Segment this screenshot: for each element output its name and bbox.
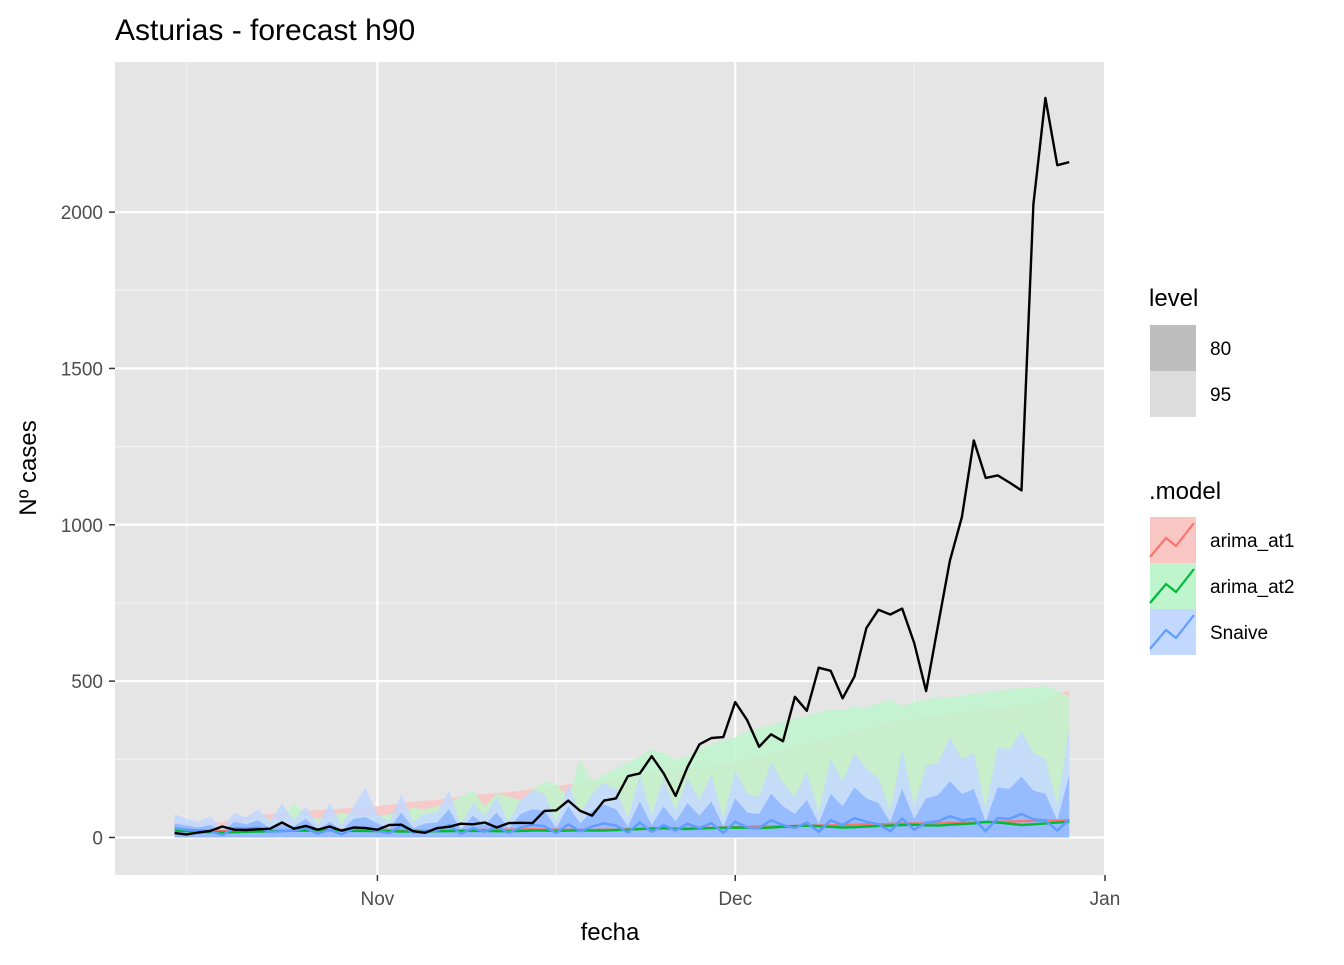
legend-level-title: level <box>1149 285 1198 312</box>
legend-model-label: arima_at1 <box>1210 531 1295 552</box>
series-lines <box>174 96 1071 837</box>
y-axis-label: Nº cases <box>15 420 42 515</box>
legend-level-label: 95 <box>1210 385 1231 406</box>
legend-level-key <box>1150 371 1196 417</box>
legend-model-line <box>1149 568 1195 604</box>
series-line-actual <box>174 96 1070 836</box>
legend-model-label: arima_at2 <box>1210 577 1295 598</box>
legend-level-key <box>1150 325 1196 371</box>
y-tick-label: 2000 <box>61 203 103 224</box>
y-tick-label: 1000 <box>61 516 103 537</box>
x-tick-label: Nov <box>361 889 395 910</box>
legend-model-line <box>1149 522 1195 558</box>
x-tick-label: Jan <box>1090 889 1121 910</box>
legend-model-title: .model <box>1149 478 1221 505</box>
legend-model-key <box>1150 517 1196 563</box>
x-tick-label: Dec <box>718 889 752 910</box>
band-80-snaive <box>174 774 1070 838</box>
legend-model-label: Snaive <box>1210 623 1268 644</box>
series-line-snaive <box>174 812 1071 837</box>
y-tick-label: 500 <box>71 672 103 693</box>
forecast-bands <box>174 685 1070 838</box>
y-axis: 0 500 1000 1500 2000 <box>61 203 115 849</box>
x-axis-label: fecha <box>581 919 640 946</box>
y-tick-label: 1500 <box>61 359 103 380</box>
legend-model-key <box>1150 609 1196 655</box>
legend-model-line <box>1149 614 1195 650</box>
chart-title: Asturias - forecast h90 <box>115 14 415 47</box>
y-tick-label: 0 <box>92 828 103 849</box>
x-axis: Nov Dec Jan <box>361 875 1121 910</box>
legend-level-label: 80 <box>1210 339 1231 360</box>
legend: level .model 80 95 arima_at1 arima_at2 Snaiv… <box>1149 285 1295 655</box>
legend-model-key <box>1150 563 1196 609</box>
